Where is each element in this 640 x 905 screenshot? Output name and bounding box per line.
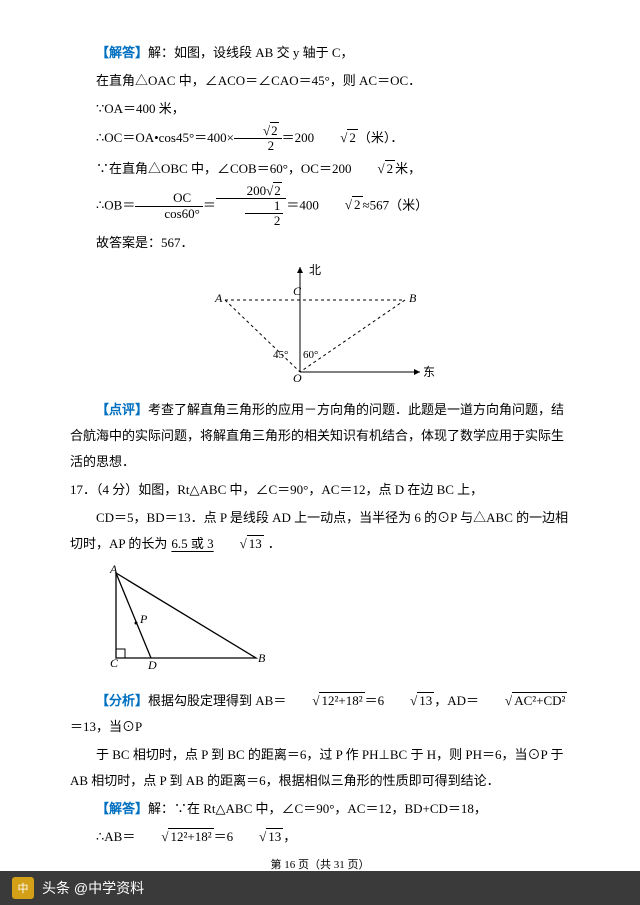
figure-triangle: A P C D B (70, 563, 570, 682)
text: ∴AB＝ (96, 829, 135, 844)
sqrt: √2 (314, 125, 358, 151)
source-text: 头条 @中学资料 (42, 878, 144, 898)
solution-label: 【解答】 (96, 45, 148, 60)
solution17-line1: 【解答】解：∵在 Rt△ABC 中，∠C＝90°，AC＝12，BD+CD＝18， (70, 796, 570, 822)
document-page: 【解答】解：如图，设线段 AB 交 y 轴于 C， 在直角△OAC 中，∠ACO… (0, 0, 640, 896)
svg-text:A: A (109, 563, 118, 576)
line: ∴OC＝OA•cos45°＝400×√22＝200√2（米）． (70, 124, 570, 154)
sqrt: √AC²+CD² (479, 688, 567, 714)
text: ∴OC＝OA•cos45°＝400× (96, 130, 234, 145)
svg-text:P: P (139, 612, 148, 626)
svg-text:45°: 45° (273, 349, 288, 361)
text: ＝200 (282, 130, 315, 145)
comment-line: 【点评】考查了解直角三角形的应用－方向角的问题．此题是一道方向角问题，结合航海中… (70, 397, 570, 475)
text: 根据勾股定理得到 AB＝ (148, 693, 286, 708)
fraction: √22 (234, 124, 282, 154)
text: ， (283, 829, 296, 844)
source-bar: 中 头条 @中学资料 (0, 871, 640, 905)
text: ∴OB＝ (96, 197, 135, 212)
text: ． (268, 536, 281, 551)
line: 【解答】解：如图，设线段 AB 交 y 轴于 C， (70, 40, 570, 66)
text: ＝6 (214, 829, 234, 844)
text: ＝6 (365, 693, 385, 708)
line: ∵OA＝400 米， (70, 96, 570, 122)
svg-text:A: A (214, 291, 223, 305)
fraction: 200√212 (216, 184, 287, 229)
svg-text:北: 北 (309, 263, 321, 277)
text: ∵在直角△OBC 中，∠COB＝60°，OC＝200 (96, 161, 351, 176)
svg-text:D: D (147, 658, 157, 672)
line: 在直角△OAC 中，∠ACO＝∠CAO＝45°，则 AC＝OC． (70, 68, 570, 94)
text: ，AD＝ (434, 693, 479, 708)
line: 于 BC 相切时，点 P 到 BC 的距离＝6，过 P 作 PH⊥BC 于 H，… (70, 742, 570, 794)
svg-text:C: C (293, 284, 302, 298)
sqrt: √13 (233, 824, 283, 850)
text: 解：如图，设线段 AB 交 y 轴于 C， (148, 45, 353, 60)
solution-label: 【解答】 (96, 801, 148, 816)
avatar-icon: 中 (12, 877, 34, 899)
line: 故答案是：567． (70, 230, 570, 256)
line: ∴OB＝OCcos60°＝200√212＝400√2≈567（米） (70, 184, 570, 229)
sqrt: √12²+18² (286, 688, 364, 714)
svg-text:B: B (409, 291, 417, 305)
text: CD＝5，BD＝13．点 P 是线段 AD 上一动点，当半径为 6 的⊙P 与△… (70, 510, 568, 551)
text: （米）． (358, 130, 404, 145)
solution17-line2: ∴AB＝√12²+18²＝6√13， (70, 824, 570, 850)
text: ＝ (203, 197, 216, 212)
figure-direction: 北 东 A C B O 45° 60° (70, 262, 570, 391)
analysis-line: 【分析】根据勾股定理得到 AB＝√12²+18²＝6√13，AD＝√AC²+CD… (70, 688, 570, 740)
question-17-body: CD＝5，BD＝13．点 P 是线段 AD 上一动点，当半径为 6 的⊙P 与△… (70, 505, 570, 557)
sqrt: √2 (351, 156, 395, 182)
line: ∵在直角△OBC 中，∠COB＝60°，OC＝200√2米， (70, 156, 570, 182)
sqrt: √2 (319, 192, 363, 218)
text: ≈567（米） (363, 197, 429, 212)
text: ＝13，当⊙P (70, 719, 142, 734)
comment-label: 【点评】 (96, 402, 148, 417)
text: ＝400 (286, 197, 319, 212)
text: 解：∵在 Rt△ABC 中，∠C＝90°，AC＝12，BD+CD＝18， (148, 801, 487, 816)
analysis-label: 【分析】 (96, 693, 148, 708)
sqrt: √13 (384, 688, 434, 714)
svg-text:B: B (258, 651, 266, 665)
svg-text:O: O (293, 371, 302, 382)
sqrt: √12²+18² (135, 824, 213, 850)
fraction: OCcos60° (135, 191, 203, 221)
text: 米， (395, 161, 421, 176)
answer-blank: 6.5 或 3√13 (167, 536, 267, 551)
svg-text:东: 东 (423, 365, 435, 379)
question-17-head: 17．（4 分）如图，Rt△ABC 中，∠C＝90°，AC＝12，点 D 在边 … (70, 477, 570, 503)
svg-text:60°: 60° (303, 349, 318, 361)
svg-text:C: C (110, 656, 119, 670)
